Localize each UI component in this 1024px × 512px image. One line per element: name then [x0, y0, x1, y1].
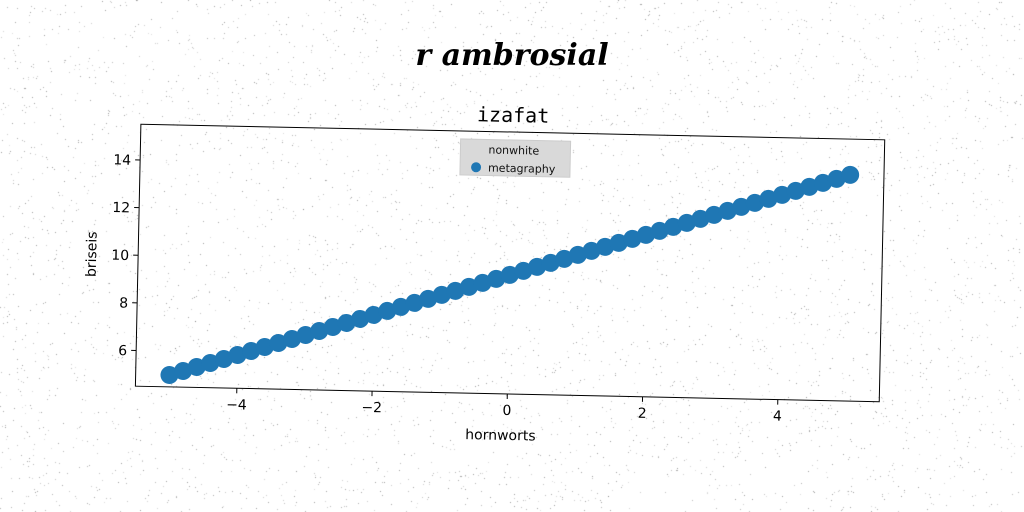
x-tick-label: −2 — [361, 400, 382, 416]
data-point — [609, 233, 628, 252]
x-tick-label: 0 — [502, 403, 511, 419]
data-point — [759, 189, 778, 208]
data-point — [282, 329, 301, 348]
data-point — [255, 337, 274, 356]
data-point — [446, 281, 465, 300]
data-point — [174, 361, 193, 380]
legend: nonwhite metagraphy — [459, 138, 572, 178]
x-tick-label: −4 — [226, 397, 247, 413]
data-point — [337, 313, 356, 332]
data-point — [160, 365, 179, 384]
data-point — [555, 249, 574, 268]
data-point — [228, 345, 247, 364]
y-tick-label: 8 — [119, 295, 128, 311]
data-point — [664, 217, 683, 236]
data-point — [541, 253, 560, 272]
data-point — [487, 269, 506, 288]
data-point — [242, 341, 261, 360]
y-tick-label: 10 — [111, 248, 129, 264]
data-point — [718, 201, 737, 220]
x-axis-label: hornworts — [465, 427, 536, 444]
y-axis: 6 8 10 12 14 — [111, 152, 141, 359]
data-point — [745, 193, 764, 212]
data-point — [636, 225, 655, 244]
data-point — [773, 185, 792, 204]
data-point — [296, 325, 315, 344]
data-point — [391, 297, 410, 316]
data-point — [364, 305, 383, 324]
legend-box — [459, 138, 572, 178]
data-point — [650, 221, 669, 240]
data-point — [201, 353, 220, 372]
data-point — [786, 181, 805, 200]
data-point — [596, 237, 615, 256]
data-point — [827, 169, 846, 188]
data-point — [691, 209, 710, 228]
data-points — [160, 165, 860, 384]
data-point — [378, 301, 397, 320]
data-point — [732, 197, 751, 216]
data-point — [841, 165, 860, 184]
chart-title: izafat — [477, 102, 550, 128]
data-point — [514, 261, 533, 280]
legend-marker-metagraphy — [471, 162, 482, 173]
data-point — [813, 173, 832, 192]
data-point — [623, 229, 642, 248]
y-tick-label: 6 — [118, 343, 127, 359]
data-point — [473, 273, 492, 292]
x-tick-label: 4 — [773, 409, 782, 425]
data-point — [323, 317, 342, 336]
x-axis: −4 −2 0 2 4 — [226, 388, 782, 425]
data-point — [800, 177, 819, 196]
data-point — [419, 289, 438, 308]
data-point — [677, 213, 696, 232]
figure-suptitle: r ambrosial — [415, 38, 609, 73]
data-point — [269, 333, 288, 352]
y-tick-label: 14 — [113, 152, 131, 168]
data-point — [310, 321, 329, 340]
legend-entry-metagraphy: metagraphy — [488, 162, 556, 176]
data-point — [528, 257, 547, 276]
y-axis-label: briseis — [84, 231, 101, 277]
data-point — [405, 293, 424, 312]
y-tick-label: 12 — [112, 200, 130, 216]
data-point — [568, 245, 587, 264]
legend-entry-nonwhite: nonwhite — [488, 144, 539, 158]
x-tick-label: 2 — [638, 406, 647, 422]
data-point — [187, 357, 206, 376]
data-point — [459, 277, 478, 296]
data-point — [500, 265, 519, 284]
data-point — [351, 309, 370, 328]
data-point — [705, 205, 724, 224]
data-point — [432, 285, 451, 304]
data-point — [214, 349, 233, 368]
data-point — [582, 241, 601, 260]
